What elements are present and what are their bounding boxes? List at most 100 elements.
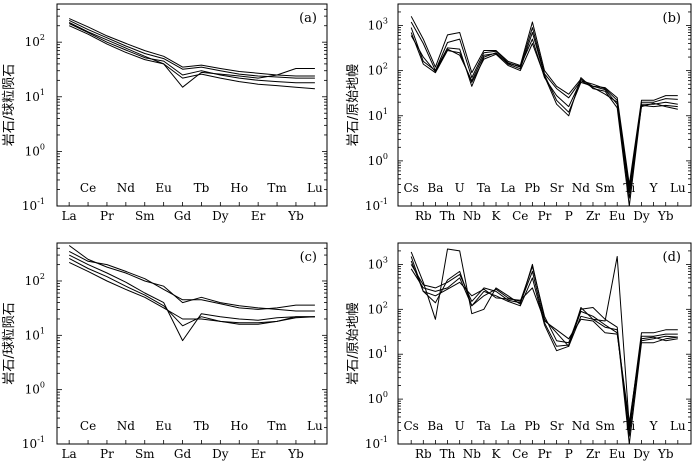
y-tick-label: 100 <box>25 142 45 158</box>
x-tick-label: K <box>492 209 502 223</box>
x-tick-label: Pb <box>524 181 540 195</box>
series-line-5 <box>68 261 315 325</box>
x-tick-label: Lu <box>670 419 686 433</box>
series-line-2 <box>410 256 678 437</box>
series-line-2 <box>68 19 315 79</box>
x-tick-label: Cs <box>404 419 419 433</box>
x-tick-label: Dy <box>212 209 229 223</box>
x-tick-label: Sr <box>550 419 564 433</box>
series-line-4 <box>410 268 678 445</box>
x-tick-label: Ho <box>230 181 248 195</box>
y-tick-label: 102 <box>368 300 388 316</box>
x-tick-label: Zr <box>586 447 600 461</box>
y-axis-label: 岩石/球粒陨石 <box>2 302 17 384</box>
y-tick-label: 101 <box>368 107 388 123</box>
x-tick-label: Yb <box>657 447 674 461</box>
x-tick-label: Nd <box>117 419 136 433</box>
series-line-1 <box>410 16 678 185</box>
series-line-3 <box>68 21 315 88</box>
x-tick-label: Pr <box>100 447 114 461</box>
y-tick-label: 101 <box>368 345 388 361</box>
x-tick-label: Ba <box>427 419 443 433</box>
x-tick-label: Pr <box>100 209 114 223</box>
x-tick-label: Dy <box>633 447 650 461</box>
plot-frame <box>397 242 692 445</box>
x-tick-label: Eu <box>609 209 626 223</box>
x-tick-label: Ce <box>512 447 528 461</box>
series-line-1 <box>68 18 315 77</box>
x-tick-label: Gd <box>174 209 192 223</box>
y-tick-label: 10-1 <box>365 197 388 213</box>
x-tick-label: Tm <box>267 181 287 195</box>
x-tick-label: Dy <box>212 447 229 461</box>
series-line-2 <box>68 250 315 310</box>
x-tick-label: Ce <box>512 209 528 223</box>
y-tick-label: 10-1 <box>22 197 45 213</box>
x-tick-label: Nd <box>572 181 591 195</box>
x-tick-label: Tm <box>267 419 287 433</box>
x-tick-label: Nd <box>117 181 136 195</box>
panel-label: (c) <box>300 250 317 265</box>
x-tick-label: La <box>501 181 516 195</box>
x-tick-label: U <box>455 419 465 433</box>
x-tick-label: Cs <box>404 181 419 195</box>
series-line-3 <box>410 27 678 199</box>
panel-b: 10-1 100 101 102 103 Cs Rb Ba Th U Nb TaK La Ce Pb Pr Sr… <box>346 3 692 223</box>
x-tick-label: P <box>565 447 573 461</box>
x-tick-label: Ta <box>477 419 491 433</box>
x-tick-label: Gd <box>174 447 192 461</box>
x-tick-label: Er <box>251 209 266 223</box>
series-line-3 <box>410 264 678 431</box>
x-tick-label: Lu <box>670 181 686 195</box>
x-tick-label: Rb <box>415 447 432 461</box>
x-tick-label: Rb <box>415 209 432 223</box>
x-tick-label: P <box>565 209 573 223</box>
y-tick-label: 100 <box>25 381 45 397</box>
x-tick-label: Eu <box>609 447 626 461</box>
x-tick-label: Eu <box>155 419 172 433</box>
series-line-5 <box>410 35 678 189</box>
panel-label: (a) <box>299 11 317 26</box>
panel-d: 10-1 100 101 102 103 Cs Rb Ba Th U Nb TaK La Ce Pb Pr Sr… <box>346 242 692 461</box>
x-tick-label: Nd <box>572 419 591 433</box>
x-tick-label: Ba <box>427 181 443 195</box>
x-tick-label: Nb <box>463 447 482 461</box>
x-tick-label: La <box>62 447 77 461</box>
x-tick-label: La <box>62 209 77 223</box>
series-line-1 <box>410 248 678 427</box>
x-tick-label: Lu <box>307 181 323 195</box>
series-line-4 <box>68 23 315 84</box>
x-tick-label: Ce <box>80 181 96 195</box>
x-tick-label: Tb <box>194 419 210 433</box>
x-tick-label: Ce <box>80 419 96 433</box>
x-tick-label: Ho <box>230 419 248 433</box>
x-tick-label: Yb <box>287 447 304 461</box>
x-tick-label: Tb <box>194 181 210 195</box>
x-tick-label: La <box>501 419 516 433</box>
x-tick-label: Sm <box>595 181 615 195</box>
series-line-1 <box>68 245 315 312</box>
y-tick-label: 100 <box>368 390 388 406</box>
y-tick-label: 102 <box>25 33 45 49</box>
y-tick-label: 10-1 <box>365 435 388 451</box>
series-line-3 <box>68 254 315 342</box>
y-axis-label: 岩石/原始地幔 <box>346 302 361 384</box>
x-tick-label: Pr <box>538 209 552 223</box>
x-tick-label: Sm <box>135 209 155 223</box>
x-tick-label: Th <box>440 209 456 223</box>
x-tick-label: Lu <box>307 419 323 433</box>
x-tick-label: Ta <box>477 181 491 195</box>
y-tick-label: 101 <box>25 88 45 104</box>
x-tick-label: Pb <box>524 419 540 433</box>
panel-label: (d) <box>663 250 681 265</box>
x-tick-label: Pr <box>538 447 552 461</box>
x-tick-label: Dy <box>633 209 650 223</box>
x-tick-label: Yb <box>287 209 304 223</box>
series-line-2 <box>410 21 678 193</box>
y-axis-label: 岩石/原始地幔 <box>346 64 361 146</box>
series-line-4 <box>410 32 678 207</box>
x-tick-label: Sm <box>595 419 615 433</box>
series-line-5 <box>410 260 678 424</box>
x-tick-label: K <box>492 447 502 461</box>
